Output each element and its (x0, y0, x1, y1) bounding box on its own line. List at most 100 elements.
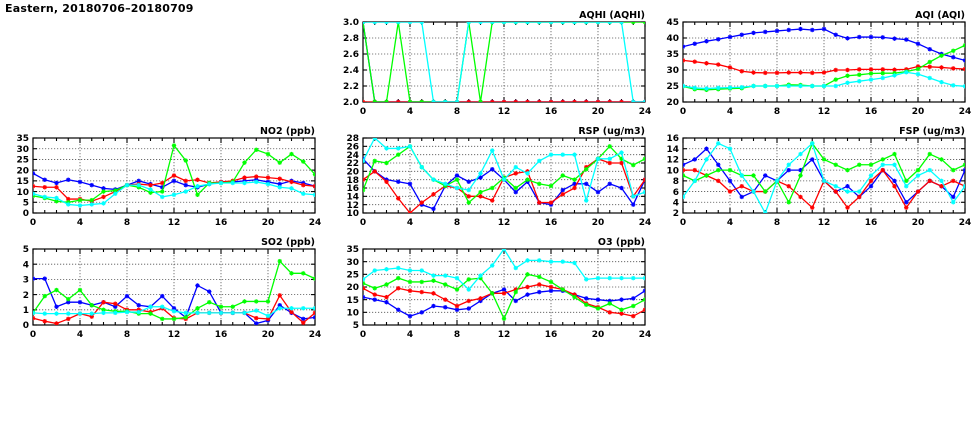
x-tick-label: 12 (168, 330, 181, 340)
data-point-marker (301, 191, 306, 196)
data-point-marker (683, 167, 686, 173)
data-point-marker (572, 177, 577, 182)
data-point-marker (513, 22, 518, 25)
data-point-marker (584, 22, 589, 25)
y-tick-label: 10 (346, 209, 359, 219)
data-point-marker (265, 181, 271, 187)
data-point-marker (101, 194, 106, 200)
data-point-marker (868, 178, 874, 184)
data-point-marker (595, 306, 601, 311)
data-point-marker (230, 310, 235, 316)
data-point-marker (513, 185, 518, 191)
data-point-marker (289, 179, 294, 185)
data-point-marker (727, 146, 733, 151)
data-point-marker (101, 300, 106, 305)
data-layer (683, 141, 965, 213)
x-tick-label: 16 (865, 107, 878, 117)
data-point-marker (537, 181, 542, 187)
data-point-marker (572, 185, 577, 191)
data-point-marker (880, 167, 885, 173)
data-point-marker (584, 99, 589, 102)
plot-title-so2: SO2 (ppb) (261, 237, 315, 248)
data-point-marker (595, 99, 601, 102)
data-point-marker (490, 263, 495, 268)
data-point-marker (501, 291, 507, 296)
data-point-marker (478, 273, 483, 278)
y-tick-label: 2.0 (343, 98, 359, 108)
data-point-marker (962, 84, 965, 89)
data-point-marker (431, 177, 436, 182)
data-point-marker (478, 194, 483, 199)
data-point-marker (77, 287, 83, 293)
data-point-marker (148, 187, 153, 192)
data-point-marker (230, 304, 235, 309)
data-point-marker (716, 162, 721, 167)
data-point-marker (786, 184, 791, 189)
data-point-marker (716, 85, 721, 91)
data-point-marker (560, 173, 565, 178)
data-point-marker (833, 162, 838, 167)
data-point-marker (892, 73, 897, 78)
data-point-marker (845, 36, 850, 41)
data-layer (363, 249, 645, 321)
data-point-marker (454, 177, 460, 182)
x-tick-label: 24 (959, 218, 971, 228)
data-point-marker (810, 70, 815, 76)
y-tick-label: 28 (346, 134, 359, 144)
data-point-marker (171, 143, 177, 148)
data-point-marker (833, 77, 838, 82)
y-tick-label: 15 (16, 177, 29, 187)
data-point-marker (704, 173, 709, 178)
data-point-marker (490, 99, 495, 102)
data-point-marker (407, 181, 413, 187)
data-point-marker (466, 277, 471, 282)
data-point-marker (704, 86, 709, 91)
data-point-marker (513, 298, 518, 304)
data-point-marker (136, 303, 141, 308)
data-point-marker (642, 177, 645, 182)
x-tick-label: 20 (592, 107, 605, 117)
y-tick-label: 22 (346, 159, 359, 169)
data-point-marker (631, 99, 636, 102)
data-point-marker (363, 177, 366, 182)
data-point-marker (218, 180, 224, 186)
data-point-marker (798, 26, 803, 32)
data-point-marker (962, 184, 965, 189)
data-point-marker (951, 178, 956, 184)
data-point-marker (419, 310, 424, 315)
data-point-marker (904, 178, 909, 184)
data-point-marker (419, 289, 424, 295)
data-point-marker (619, 99, 624, 102)
data-point-marker (372, 169, 377, 174)
data-point-marker (265, 299, 271, 304)
data-point-marker (363, 294, 366, 300)
data-point-marker (727, 34, 733, 40)
data-point-marker (763, 83, 768, 89)
data-point-marker (798, 83, 803, 89)
data-point-marker (619, 160, 624, 166)
data-point-marker (821, 178, 827, 184)
data-point-marker (939, 184, 944, 189)
data-point-marker (207, 289, 212, 294)
data-point-marker (607, 310, 612, 315)
data-point-marker (384, 294, 389, 300)
data-point-marker (880, 35, 885, 40)
data-point-marker (774, 178, 780, 184)
data-point-marker (939, 53, 944, 58)
data-point-marker (490, 22, 495, 25)
data-point-marker (54, 195, 59, 201)
data-point-marker (868, 162, 874, 167)
data-point-marker (242, 310, 247, 316)
data-point-marker (407, 144, 413, 149)
x-tick-label: 16 (215, 218, 228, 228)
plot-title-aqi: AQI (AQI) (915, 10, 965, 21)
data-point-marker (113, 191, 118, 196)
data-point-marker (607, 99, 612, 102)
data-point-marker (89, 314, 94, 319)
data-point-marker (89, 303, 94, 308)
data-point-marker (466, 22, 471, 25)
data-point-marker (207, 181, 212, 187)
data-point-marker (857, 162, 862, 167)
y-tick-label: 18 (346, 176, 359, 186)
